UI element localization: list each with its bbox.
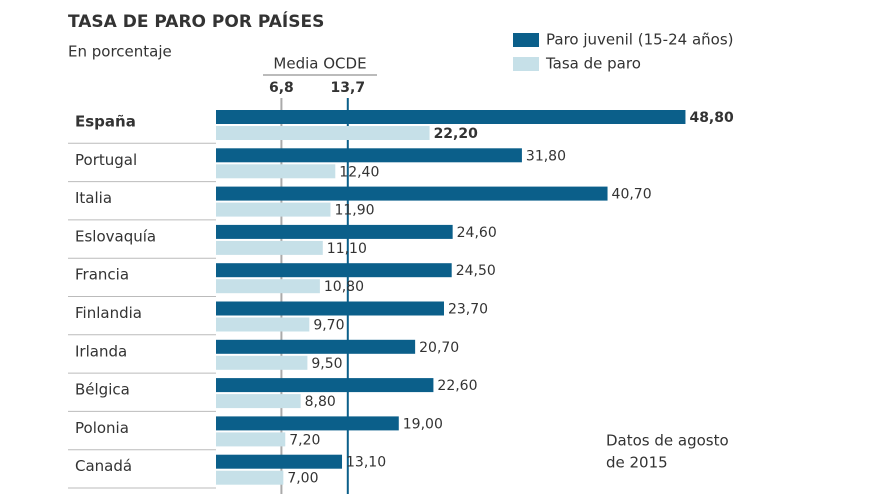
value-label: 23,70	[448, 302, 488, 318]
value-label: 24,60	[457, 225, 497, 241]
value-label: 48,80	[689, 110, 734, 126]
value-label: 22,60	[437, 378, 477, 394]
category-label: Polonia	[75, 419, 129, 437]
reference-label: 13,7	[331, 80, 366, 96]
legend-swatch	[513, 33, 539, 47]
value-label: 7,00	[287, 471, 318, 487]
category-label: Irlanda	[75, 342, 127, 360]
value-label: 40,70	[612, 187, 652, 203]
value-label: 9,70	[313, 318, 344, 334]
bar	[216, 470, 284, 485]
category-label: Finlandia	[75, 304, 142, 322]
category-label: España	[75, 113, 136, 131]
category-label: Eslovaquía	[75, 227, 156, 245]
value-label: 22,20	[434, 126, 479, 142]
bar	[216, 317, 310, 332]
value-label: 24,50	[456, 263, 496, 279]
value-label: 11,10	[327, 241, 367, 257]
value-label: 11,90	[334, 203, 374, 219]
value-label: 19,00	[403, 416, 443, 432]
category-label: Bélgica	[75, 381, 130, 399]
bar	[216, 355, 308, 370]
bar	[216, 148, 522, 163]
category-label: Italia	[75, 189, 112, 207]
value-label: 8,80	[305, 394, 336, 410]
bar	[216, 301, 444, 316]
bar	[216, 263, 452, 278]
bar	[216, 202, 331, 217]
bar	[216, 339, 416, 354]
note: Datos de agosto	[606, 432, 729, 450]
bar	[216, 394, 301, 409]
bar	[216, 240, 323, 255]
value-label: 7,20	[289, 432, 320, 448]
value-label: 31,80	[526, 148, 566, 164]
legend-label: Tasa de paro	[545, 55, 641, 73]
category-label: Portugal	[75, 151, 137, 169]
bar	[216, 224, 453, 239]
value-label: 9,50	[311, 356, 342, 372]
bar	[216, 416, 399, 431]
value-label: 10,80	[324, 279, 364, 295]
legend-swatch	[513, 57, 539, 71]
bar	[216, 126, 430, 140]
reference-header: Media OCDE	[273, 55, 366, 73]
bar	[216, 432, 286, 447]
reference-label: 6,8	[269, 80, 294, 96]
bar	[216, 378, 434, 393]
value-label: 20,70	[419, 340, 459, 356]
chart-title: TASA DE PARO POR PAÍSES	[68, 10, 324, 32]
bar	[216, 454, 343, 469]
value-label: 12,40	[339, 164, 379, 180]
bar	[216, 279, 320, 294]
bar	[216, 110, 686, 124]
category-label: Francia	[75, 266, 129, 284]
legend-label: Paro juvenil (15-24 años)	[546, 31, 734, 49]
category-label: Canadá	[75, 457, 132, 475]
bar	[216, 164, 336, 179]
bar	[216, 186, 608, 201]
note: de 2015	[606, 454, 668, 472]
value-label: 13,10	[346, 455, 386, 471]
chart-subtitle: En porcentaje	[68, 43, 172, 61]
